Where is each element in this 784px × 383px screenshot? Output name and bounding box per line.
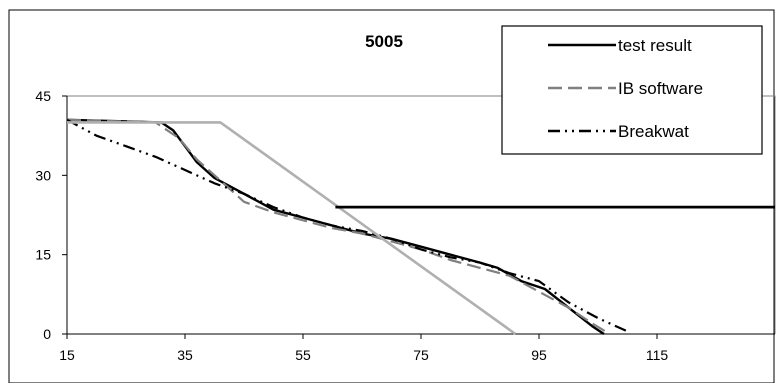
x-axis: 15 35 55 75 95 115 [59,333,775,363]
plot-area [67,95,776,334]
y-tick-label: 45 [35,88,51,104]
plot-area-border [67,95,776,334]
series-line-3 [66,118,628,333]
x-tick-label: 15 [59,347,75,363]
legend-label: test result [618,36,692,55]
y-tick-label: 30 [35,167,51,183]
y-tick-label: 0 [43,326,51,342]
x-tick-label: 115 [646,347,669,363]
legend-box [501,25,763,155]
x-tick-label: 95 [531,347,547,363]
series-layer [66,118,775,336]
chart-title: 5005 [365,32,403,51]
x-tick-label: 35 [177,347,193,363]
legend-label: IB software [618,79,703,98]
y-axis: 0 15 30 45 [35,88,68,342]
y-tick-label: 15 [35,247,51,263]
legend-label: Breakwat [618,122,689,141]
x-tick-label: 75 [413,347,429,363]
legend: test result IB software Breakwat [501,25,763,155]
series-line-4 [67,121,517,336]
series-line-2 [66,118,611,335]
x-tick-label: 55 [295,347,311,363]
